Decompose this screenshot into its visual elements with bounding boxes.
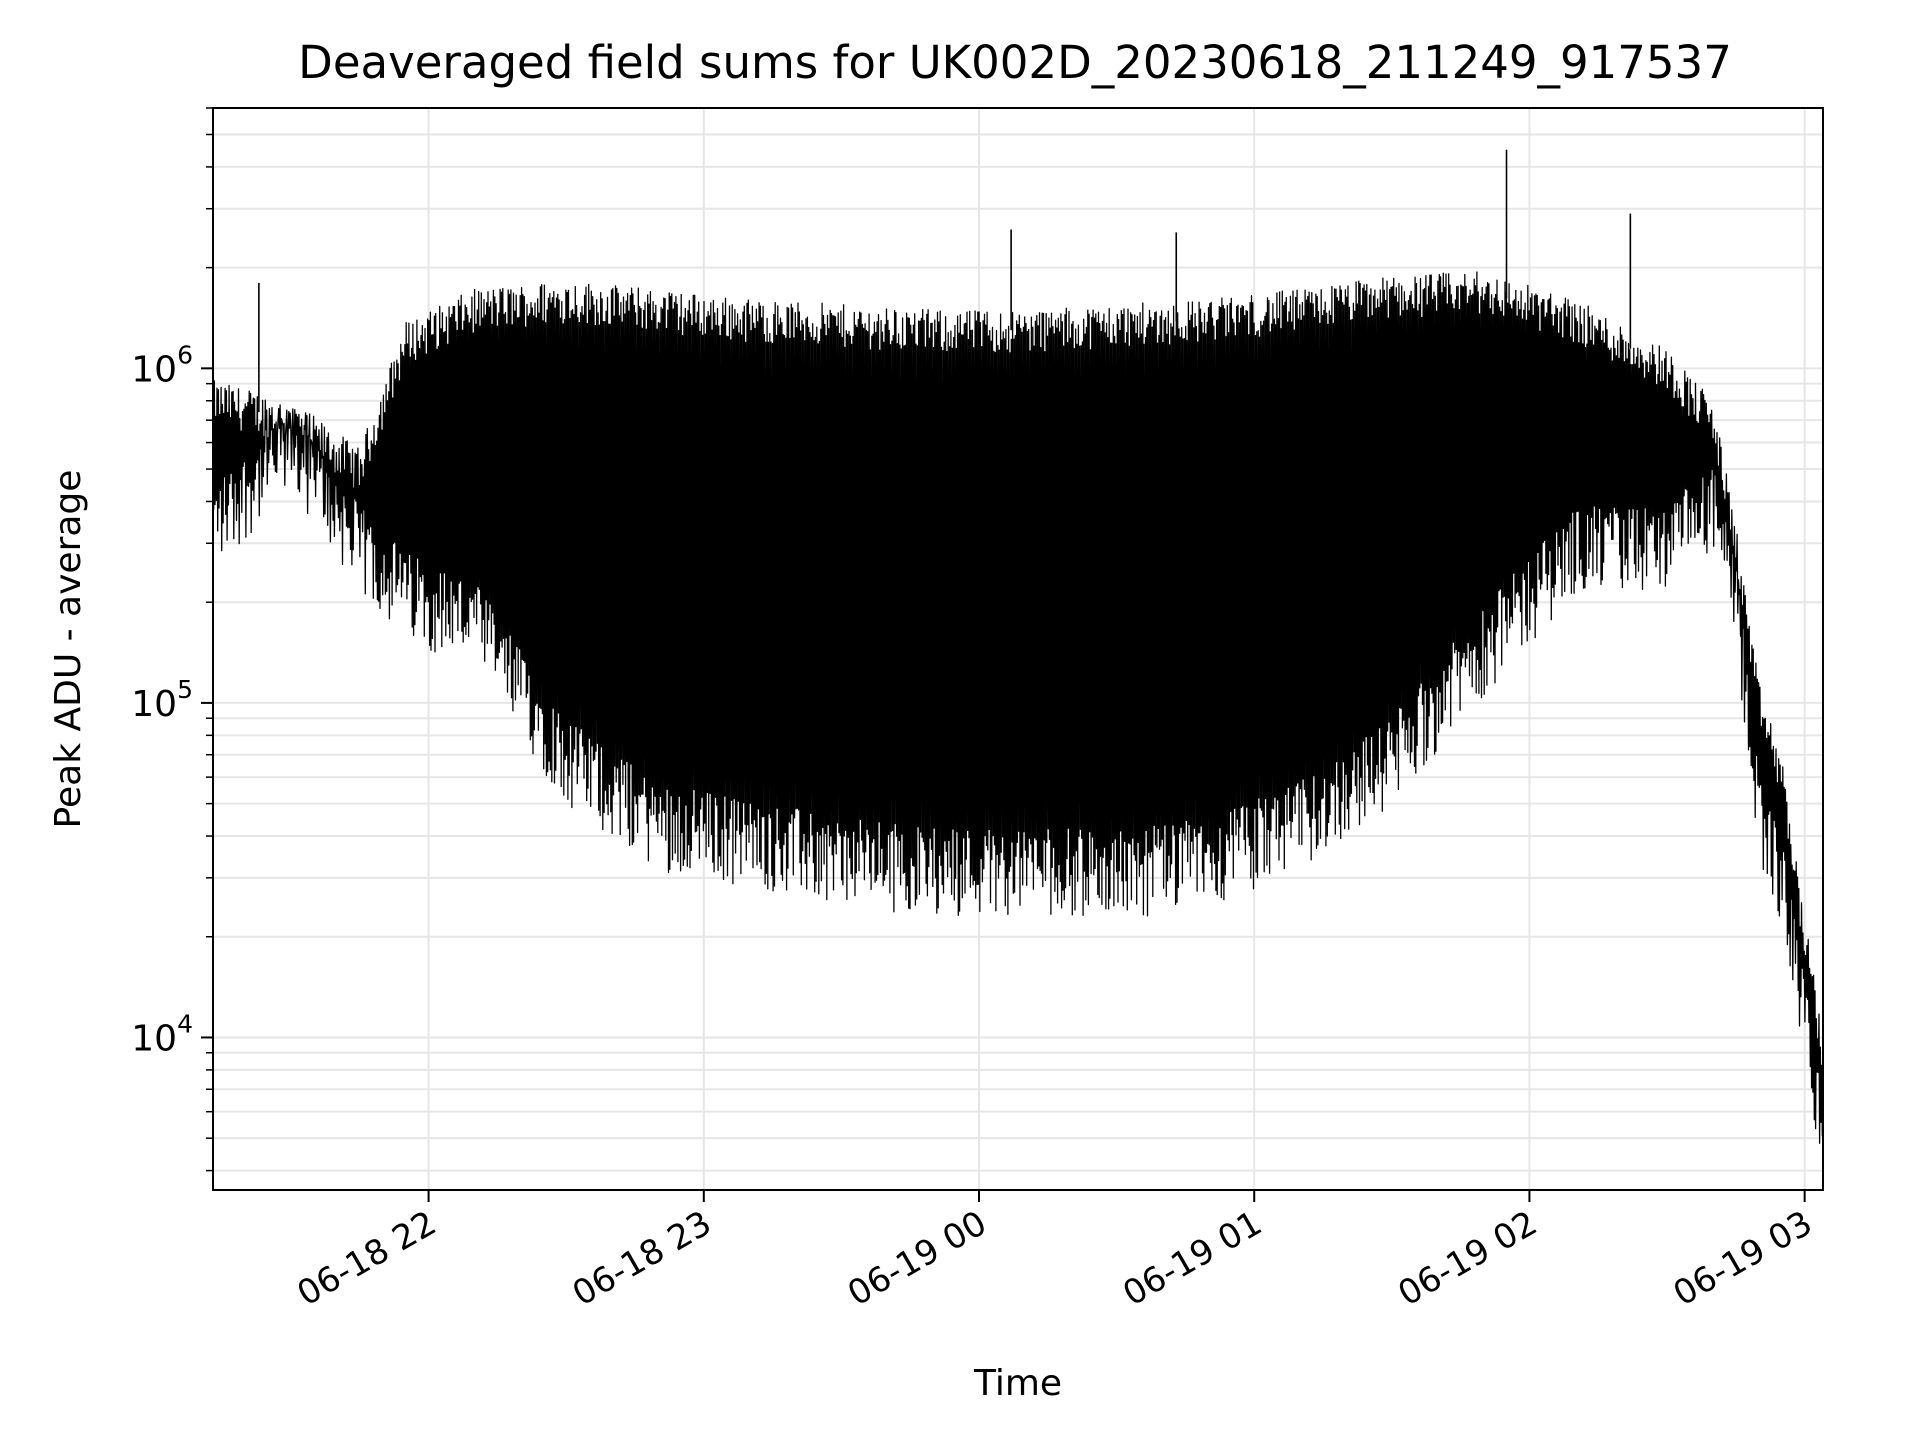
data-line [212,271,1824,1144]
y-tick-label: 106 [131,340,193,390]
plot-frame [212,107,1824,1191]
plot-area [212,149,1824,1144]
y-tick-label: 105 [131,675,193,725]
x-axis-label: Time [973,1363,1062,1404]
y-axis-label: Peak ADU - average [48,470,89,829]
y-axis: 104 105 106 [131,107,213,1172]
y-tick-label: 104 [131,1009,193,1059]
chart-title: Deaveraged field sums for UK002D_2023061… [298,36,1732,89]
